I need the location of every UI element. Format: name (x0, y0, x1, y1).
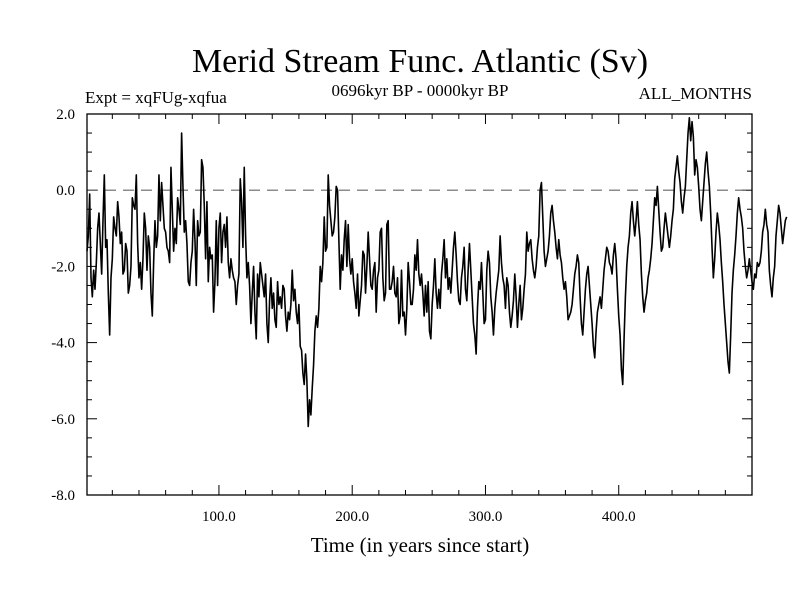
chart-subtitle-months: ALL_MONTHS (639, 84, 752, 103)
y-tick-label: -2.0 (51, 259, 75, 275)
chart-subtitle-experiment: Expt = xqFUg-xqfua (85, 88, 227, 107)
plot-area: 100.0 200.0 300.0 400.0 2.0 0.0 -2.0 -4.0 -6.0 -8… (51, 107, 788, 525)
plot-frame (86, 113, 753, 496)
y-tick-label: 2.0 (56, 107, 75, 123)
chart-title: Merid Stream Func. Atlantic (Sv) (192, 43, 648, 80)
data-series-line (86, 117, 788, 428)
x-tick-label: 400.0 (602, 509, 636, 525)
y-tick-label: -8.0 (51, 488, 75, 504)
y-tick-label: -4.0 (51, 336, 75, 352)
y-tick-label: 0.0 (56, 183, 75, 199)
chart-subtitle-period: 0696kyr BP - 0000kyr BP (332, 81, 509, 100)
x-axis-label: Time (in years since start) (311, 533, 530, 557)
x-tick-label: 200.0 (335, 509, 369, 525)
y-tick-label: -6.0 (51, 412, 75, 428)
x-tick-label: 100.0 (202, 509, 236, 525)
x-tick-label: 300.0 (469, 509, 503, 525)
